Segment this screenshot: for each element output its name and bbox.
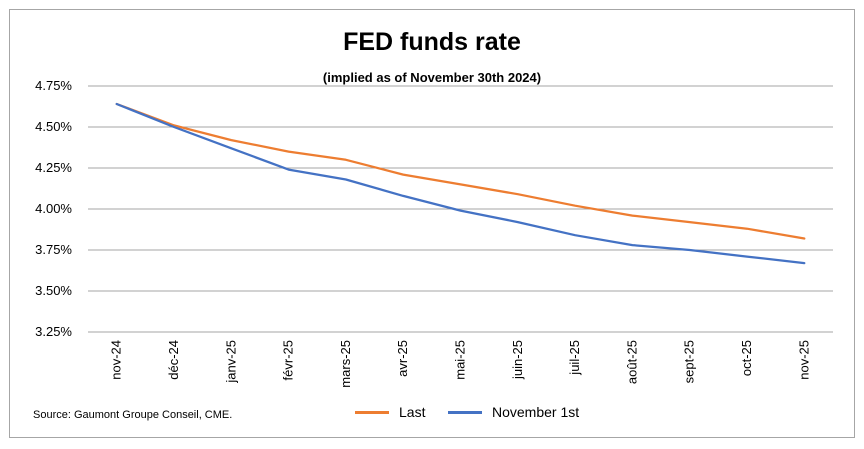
series-line-november-1st — [115, 102, 806, 265]
x-tick-label: sept-25 — [682, 340, 697, 383]
series-line-last — [115, 102, 806, 240]
gridlines — [88, 85, 833, 333]
y-tick-label: 4.00% — [35, 201, 72, 216]
x-axis-ticks: nov-24 déc-24 janv-25 févr-25 mars-25 avr-25 m… — [109, 340, 812, 388]
chart-frame — [9, 9, 855, 438]
y-tick-label: 4.25% — [35, 160, 72, 175]
chart-subtitle: (implied as of November 30th 2024) — [322, 70, 542, 85]
chart-title: FED funds rate — [343, 28, 521, 56]
x-tick-label: juil-25 — [567, 340, 582, 376]
source-note: Source: Gaumont Groupe Conseil, CME. — [33, 409, 233, 421]
y-tick-label: 3.75% — [35, 242, 72, 257]
x-tick-label: avr-25 — [395, 340, 410, 377]
x-tick-label: août-25 — [624, 340, 639, 384]
x-tick-label: nov-24 — [109, 340, 124, 380]
y-tick-label: 3.25% — [35, 324, 72, 339]
x-tick-label: oct-25 — [739, 340, 754, 376]
x-tick-label: janv-25 — [223, 340, 238, 384]
x-tick-label: mars-25 — [338, 340, 353, 388]
x-tick-label: déc-24 — [166, 340, 181, 380]
y-tick-label: 4.50% — [35, 119, 72, 134]
x-tick-label: nov-25 — [796, 340, 811, 380]
legend-label-last: Last — [399, 404, 426, 420]
legend-label-november-1st: November 1st — [492, 404, 580, 420]
x-tick-label: févr-25 — [281, 340, 296, 380]
legend-swatch-november-1st — [448, 410, 482, 414]
y-axis-ticks: 3.25% 3.50% 3.75% 4.00% 4.25% 4.50% 4.75% — [35, 78, 72, 339]
legend-item-november-1st: November 1st — [448, 402, 579, 422]
legend-swatch-last — [355, 410, 389, 414]
series-lines — [115, 102, 806, 265]
legend-item-last: Last — [355, 402, 425, 422]
y-tick-label: 4.75% — [35, 78, 72, 93]
y-tick-label: 3.50% — [35, 283, 72, 298]
x-tick-label: juin-25 — [510, 340, 525, 380]
x-tick-label: mai-25 — [453, 340, 468, 380]
